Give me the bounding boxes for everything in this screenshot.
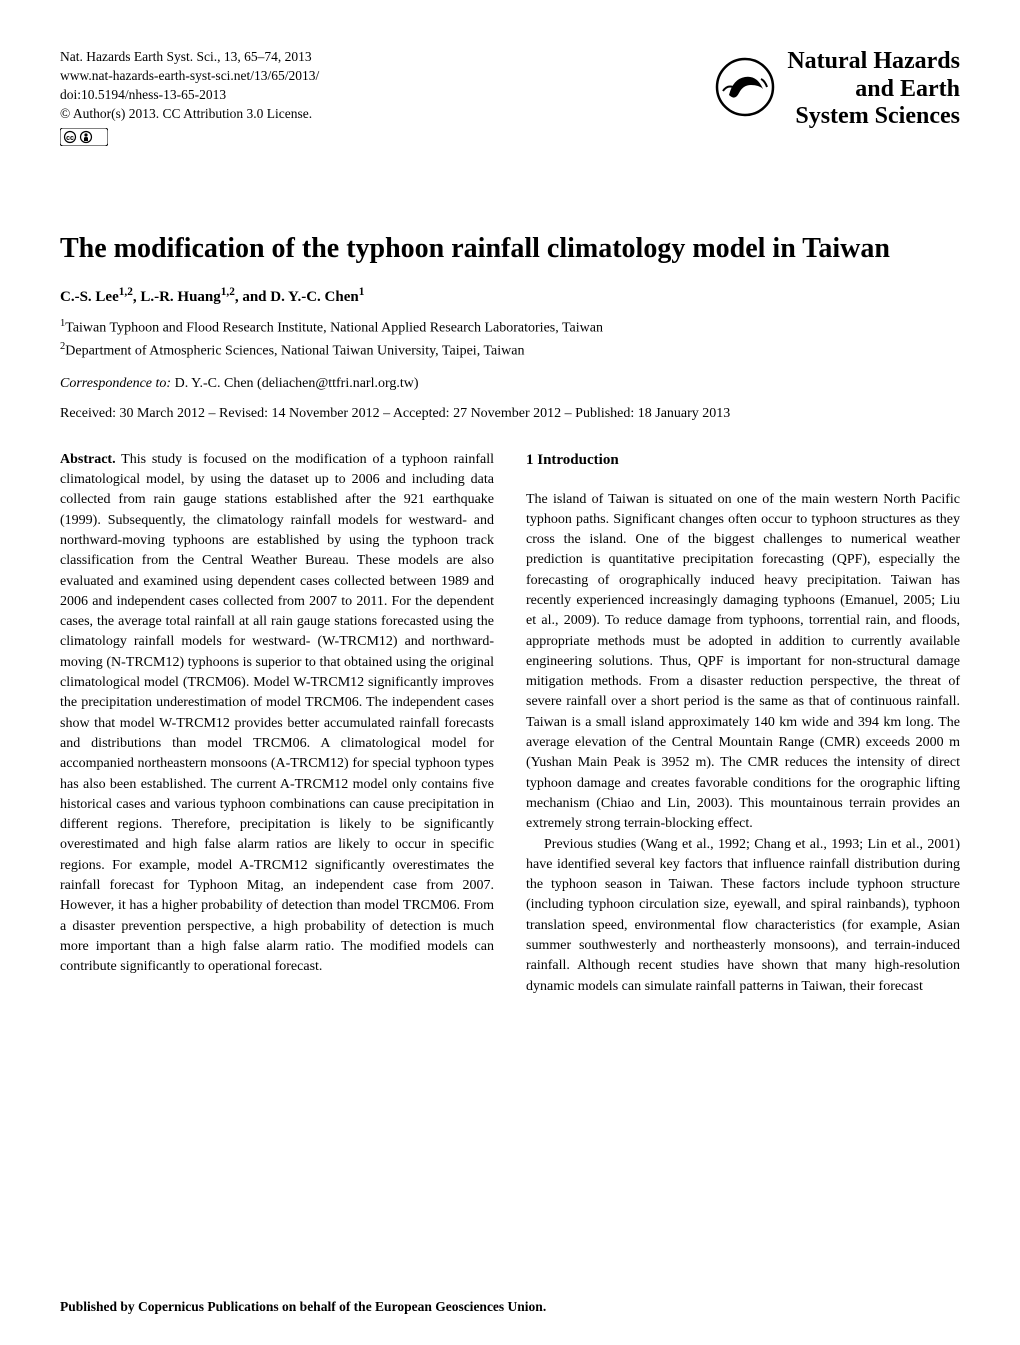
cc-license-icon: cc	[60, 128, 319, 152]
journal-logo-icon	[713, 55, 777, 124]
journal-name-line3: System Sciences	[787, 103, 960, 131]
right-column: 1 Introduction The island of Taiwan is s…	[526, 450, 960, 997]
journal-name-line1: Natural Hazards	[787, 48, 960, 76]
affiliations: 1Taiwan Typhoon and Flood Research Insti…	[60, 316, 960, 361]
journal-name-line2: and Earth	[787, 76, 960, 104]
section-1-para-2: Previous studies (Wang et al., 1992; Cha…	[526, 835, 960, 997]
header-meta: Nat. Hazards Earth Syst. Sci., 13, 65–74…	[60, 48, 319, 151]
affiliation-1: 1Taiwan Typhoon and Flood Research Insti…	[60, 316, 960, 339]
left-column: Abstract. This study is focused on the m…	[60, 450, 494, 997]
page-footer: Published by Copernicus Publications on …	[60, 1299, 960, 1315]
body-columns: Abstract. This study is focused on the m…	[60, 450, 960, 997]
section-1-para-1: The island of Taiwan is situated on one …	[526, 490, 960, 835]
journal-ref: Nat. Hazards Earth Syst. Sci., 13, 65–74…	[60, 48, 319, 67]
abstract: Abstract. This study is focused on the m…	[60, 450, 494, 978]
abstract-label: Abstract.	[60, 452, 116, 467]
page-header: Nat. Hazards Earth Syst. Sci., 13, 65–74…	[60, 48, 960, 151]
affiliation-2: 2Department of Atmospheric Sciences, Nat…	[60, 339, 960, 362]
journal-name: Natural Hazards and Earth System Science…	[787, 48, 960, 131]
copyright: © Author(s) 2013. CC Attribution 3.0 Lic…	[60, 105, 319, 124]
svg-text:cc: cc	[66, 135, 74, 142]
correspondence: Correspondence to: D. Y.-C. Chen (deliac…	[60, 376, 960, 392]
journal-brand: Natural Hazards and Earth System Science…	[713, 48, 960, 131]
publication-dates: Received: 30 March 2012 – Revised: 14 No…	[60, 406, 960, 422]
section-1-heading: 1 Introduction	[526, 450, 960, 472]
author-list: C.-S. Lee1,2, L.-R. Huang1,2, and D. Y.-…	[60, 286, 960, 306]
abstract-text: This study is focused on the modificatio…	[60, 452, 494, 974]
journal-url: www.nat-hazards-earth-syst-sci.net/13/65…	[60, 67, 319, 86]
correspondence-text: D. Y.-C. Chen (deliachen@ttfri.narl.org.…	[175, 376, 419, 391]
paper-title: The modification of the typhoon rainfall…	[60, 231, 960, 266]
correspondence-label: Correspondence to:	[60, 376, 171, 391]
doi: doi:10.5194/nhess-13-65-2013	[60, 86, 319, 105]
